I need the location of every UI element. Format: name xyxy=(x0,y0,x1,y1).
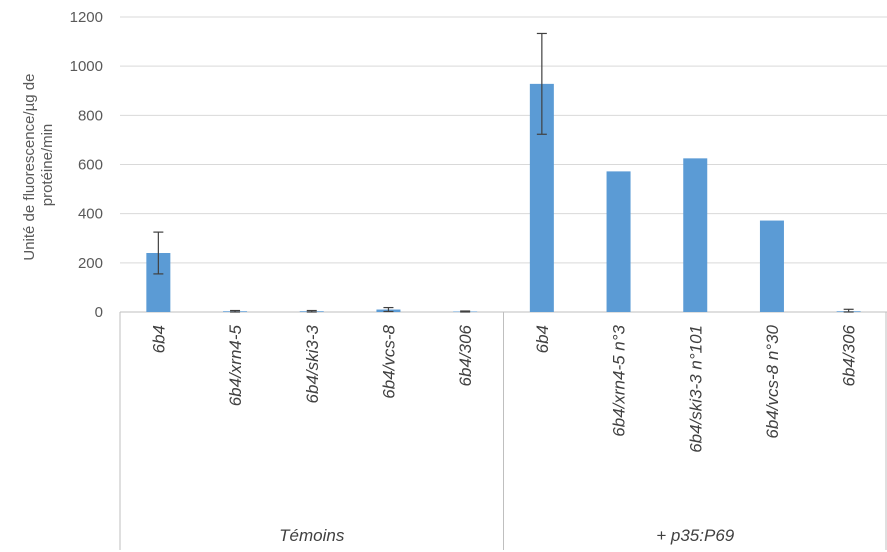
y-axis-label-line-2: protéine/min xyxy=(39,124,56,207)
x-category-label: 6b4 xyxy=(149,325,168,353)
error-bar xyxy=(383,306,394,313)
y-tick-label: 1000 xyxy=(70,58,103,75)
x-category-label: 6b4/306 xyxy=(456,324,475,386)
y-tick-label: 600 xyxy=(78,157,103,174)
bar xyxy=(683,158,708,312)
gridlines xyxy=(120,16,887,264)
error-bar xyxy=(306,309,317,313)
error-bars xyxy=(153,32,854,313)
bars xyxy=(146,83,861,313)
error-bar xyxy=(460,310,471,313)
x-category-label: 6b4/xrn4-5 n°3 xyxy=(610,324,629,436)
group-label: Témoins xyxy=(279,526,345,545)
y-tick-label: 0 xyxy=(95,304,103,321)
y-tick-label: 200 xyxy=(78,255,103,272)
x-category-label: 6b4/ski3-3 n°101 xyxy=(686,325,705,453)
error-bar xyxy=(536,32,547,135)
error-bar xyxy=(230,309,241,313)
group-labels: Témoins + p35:P69 xyxy=(279,526,735,545)
y-tick-label: 1200 xyxy=(70,9,103,26)
y-tick-labels: 0 200 400 600 800 1000 1200 xyxy=(70,9,103,321)
y-tick-label: 800 xyxy=(78,107,103,124)
x-category-label: 6b4 xyxy=(533,325,552,353)
x-category-label: 6b4/ski3-3 xyxy=(303,324,322,403)
bar xyxy=(759,220,784,312)
x-category-labels: 6b4 6b4/xrn4-5 6b4/ski3-3 6b4/vcs-8 6b4/306 6… xyxy=(149,324,858,452)
group-label: + p35:P69 xyxy=(656,526,735,545)
x-category-label: 6b4/vcs-8 n°30 xyxy=(763,324,782,438)
error-bar xyxy=(843,308,854,313)
x-category-label: 6b4/vcs-8 xyxy=(379,324,398,398)
bar xyxy=(606,171,631,312)
y-axis-label: Unité de fluorescence/µg de protéine/min xyxy=(21,69,56,260)
x-category-label: 6b4/306 xyxy=(840,324,859,386)
axes xyxy=(119,311,887,550)
y-axis-label-line-1: Unité de fluorescence/µg de xyxy=(21,74,38,261)
x-category-label: 6b4/xrn4-5 xyxy=(226,324,245,406)
y-tick-label: 400 xyxy=(78,206,103,223)
error-bar xyxy=(153,231,164,275)
